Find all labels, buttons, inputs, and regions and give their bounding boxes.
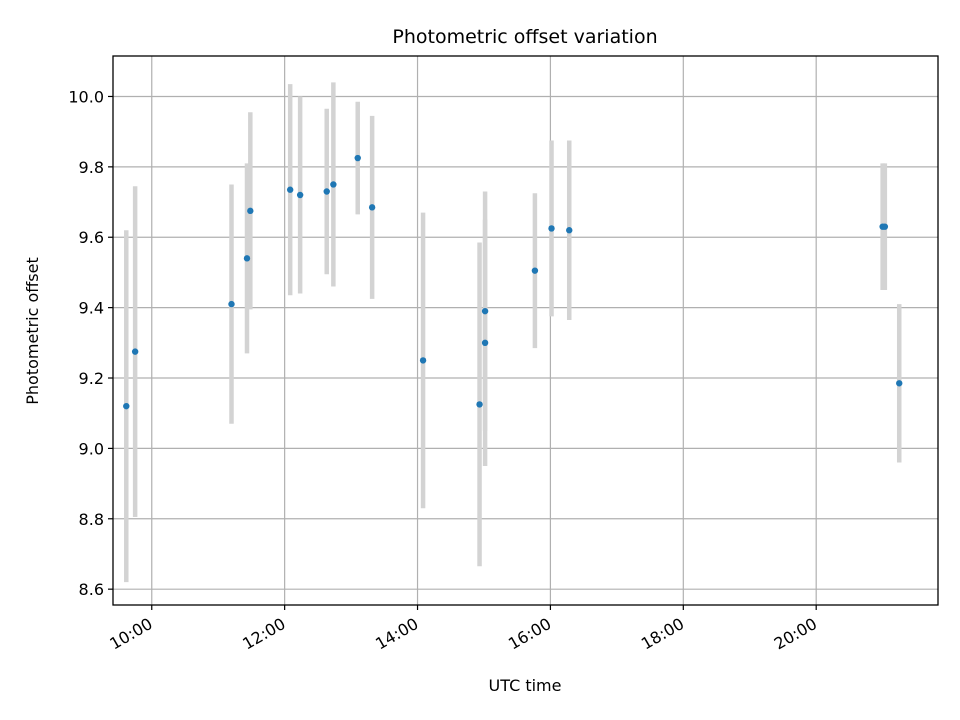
x-axis-label: UTC time [489,676,562,695]
data-point [531,267,539,274]
y-axis-label: Photometric offset [23,257,42,405]
data-point [566,227,573,234]
data-point [881,223,889,230]
data-point [323,188,330,195]
data-point [123,402,130,410]
y-tick-label: 8.6 [79,580,104,599]
y-tick-label: 9.6 [79,228,104,247]
data-point [243,255,251,262]
y-tick-label: 9.2 [79,369,104,388]
data-point [131,348,139,355]
data-point [330,181,337,188]
chart-title: Photometric offset variation [392,26,657,48]
data-point [481,339,489,347]
data-points [123,154,903,410]
y-tick-label: 9.0 [79,439,104,458]
y-tick-label: 9.8 [79,158,104,177]
y-tick-label: 9.4 [79,299,104,318]
data-point [419,357,427,364]
data-point [286,186,294,193]
data-point [247,207,254,215]
data-point [481,307,489,315]
data-point [228,300,235,308]
data-point [296,191,304,199]
data-point [548,225,555,232]
data-point [476,401,483,408]
grid [113,56,938,605]
plot-frame [112,55,939,606]
data-point [896,380,903,387]
data-point [354,154,361,162]
data-point [368,204,376,211]
y-tick-label: 8.8 [79,510,104,529]
y-tick-label: 10.0 [68,87,104,106]
